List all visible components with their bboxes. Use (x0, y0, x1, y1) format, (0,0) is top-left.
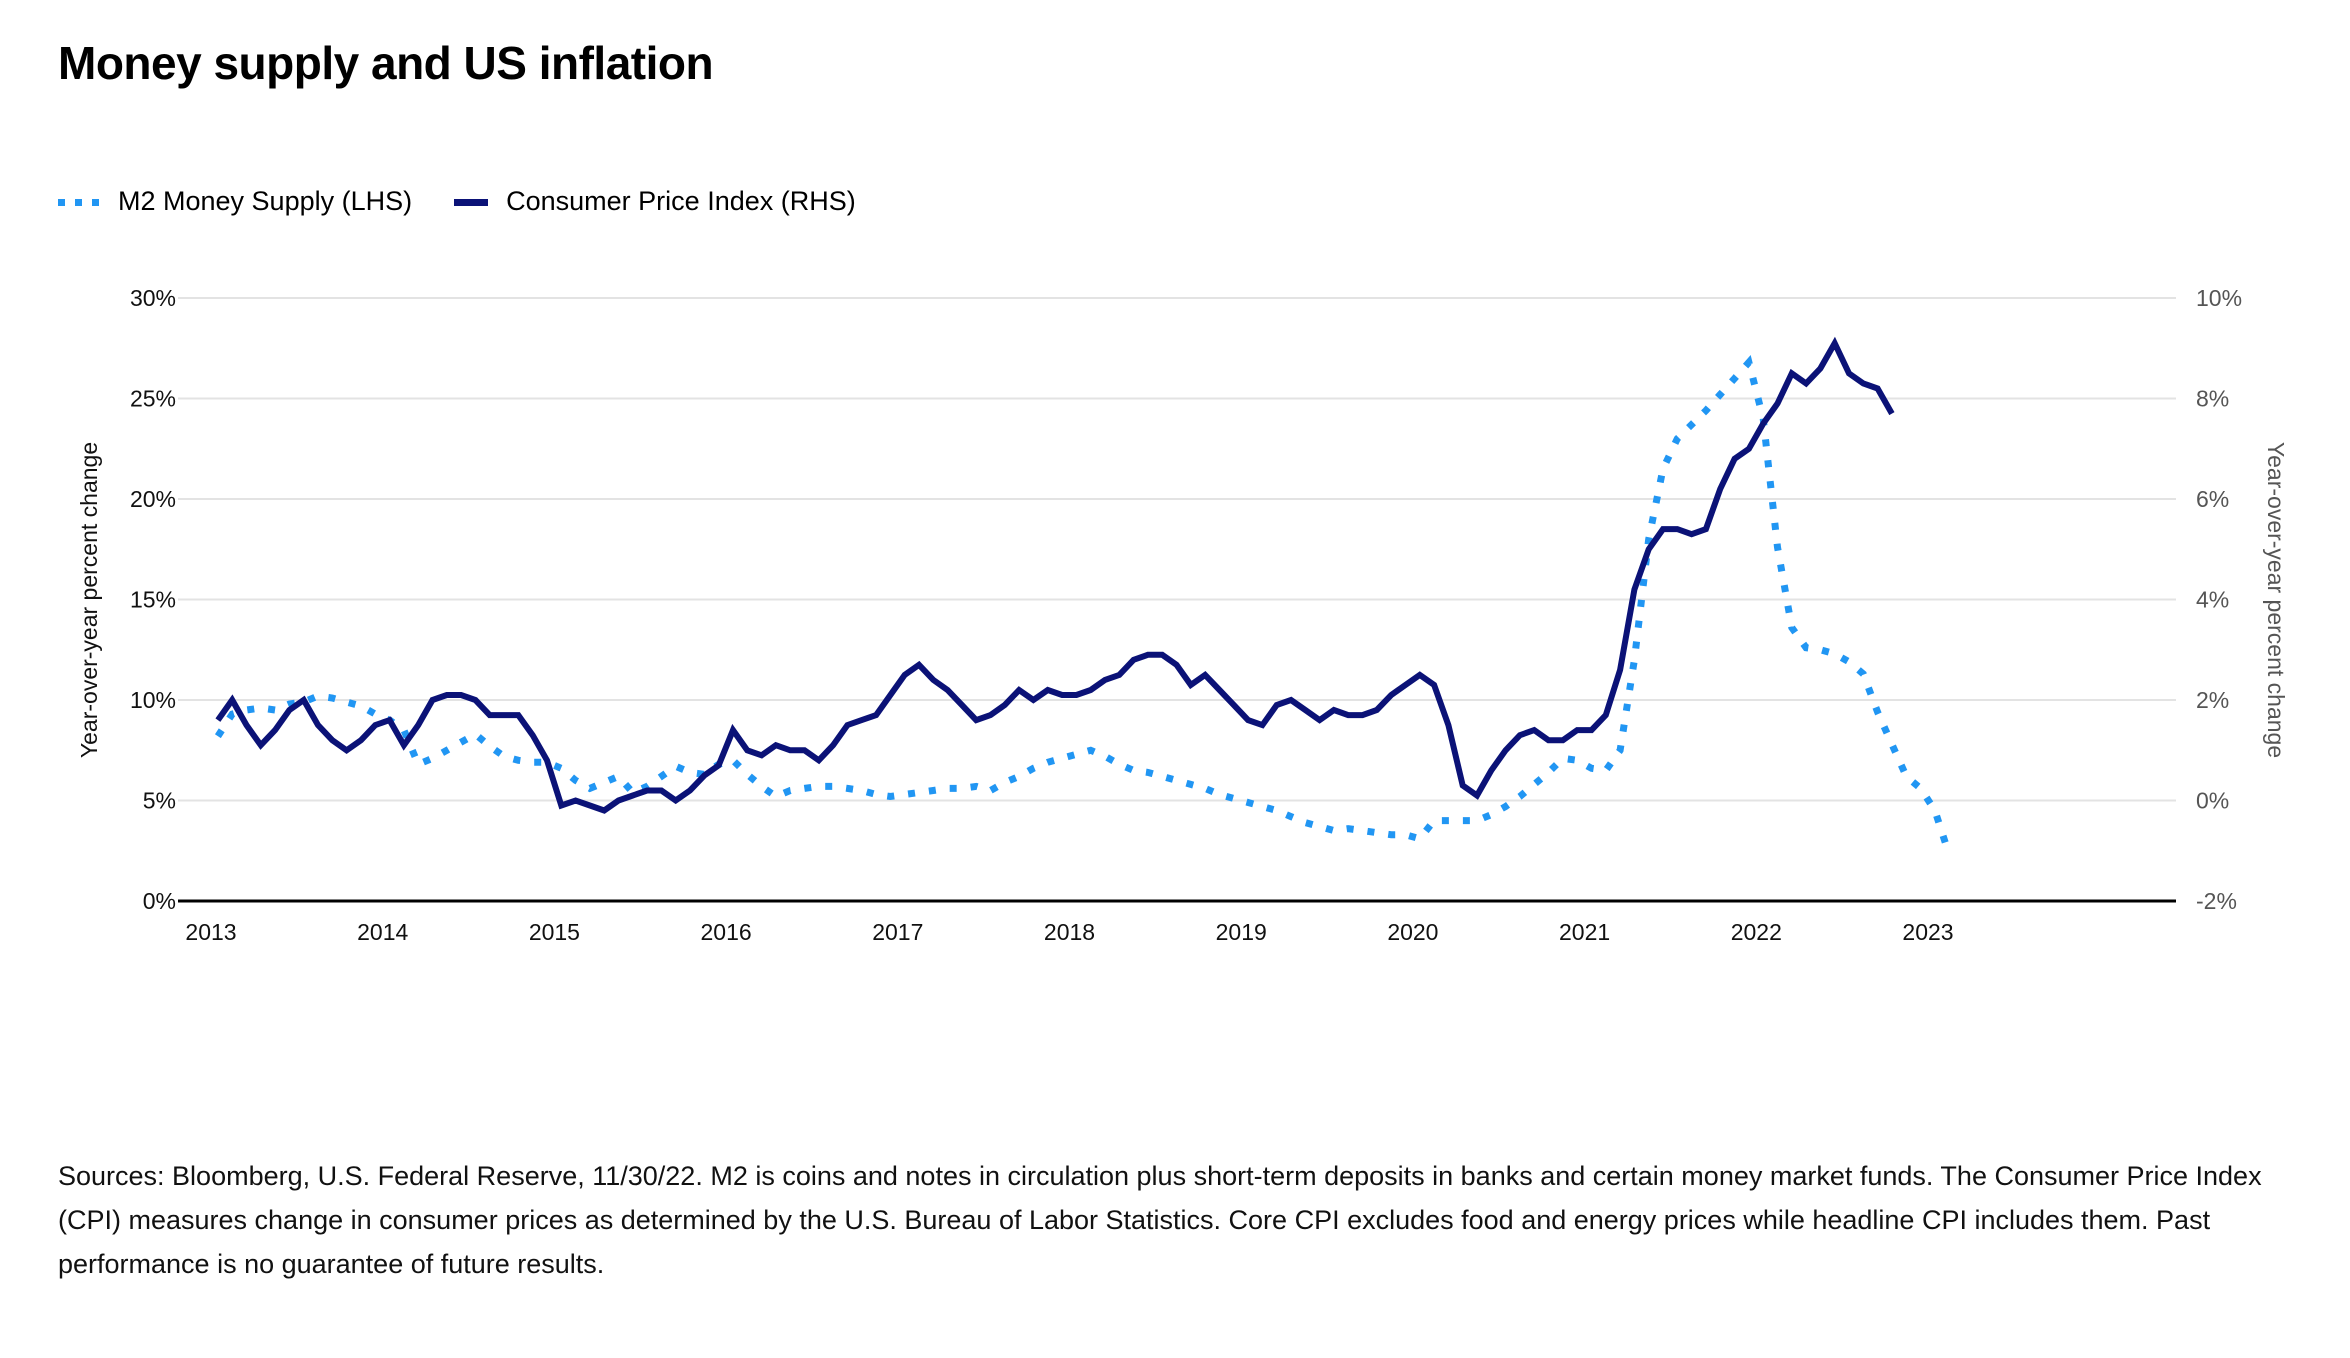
right-tick-label: 10% (2196, 285, 2242, 311)
solid-line-swatch-icon (454, 198, 489, 206)
left-tick-label: 30% (130, 285, 176, 311)
legend-item-m2: M2 Money Supply (LHS) (58, 186, 412, 217)
left-tick-label: 0% (143, 888, 176, 914)
x-tick-label: 2019 (1216, 919, 1267, 945)
left-tick-label: 25% (130, 386, 176, 412)
x-tick-label: 2017 (872, 919, 923, 945)
right-tick-label: 2% (2196, 687, 2229, 713)
left-tick-label: 5% (143, 788, 176, 814)
right-axis-label: Year-over-year percent change (2263, 442, 2289, 758)
gridlines (178, 297, 2176, 802)
x-tick-label: 2022 (1731, 919, 1782, 945)
m2-line (214, 355, 1953, 856)
left-axis-ticks: 0% 5% 10% 15% 20% 25% 30% (130, 285, 176, 914)
right-tick-label: -2% (2196, 888, 2237, 914)
footnote: Sources: Bloomberg, U.S. Federal Reserve… (58, 1161, 2262, 1279)
cpi-line (215, 336, 1895, 814)
x-tick-label: 2015 (529, 919, 580, 945)
right-tick-label: 0% (2196, 788, 2229, 814)
right-tick-label: 6% (2196, 486, 2229, 512)
legend-item-cpi: Consumer Price Index (RHS) (454, 186, 856, 217)
left-tick-label: 20% (130, 486, 176, 512)
x-tick-label: 2013 (185, 919, 236, 945)
right-axis-ticks: -2% 0% 2% 4% 6% 8% 10% (2196, 285, 2242, 914)
series-lines (214, 336, 1953, 856)
x-axis-ticks: 2013 2014 2015 2016 2017 2018 2019 2020 2021 2022… (185, 919, 1953, 945)
x-tick-label: 2016 (701, 919, 752, 945)
x-tick-label: 2020 (1387, 919, 1438, 945)
dotted-line-swatch-icon (58, 198, 99, 206)
x-tick-label: 2014 (357, 919, 408, 945)
right-tick-label: 8% (2196, 386, 2229, 412)
left-tick-label: 10% (130, 687, 176, 713)
x-tick-label: 2018 (1044, 919, 1095, 945)
x-tick-label: 2023 (1902, 919, 1953, 945)
legend: M2 Money Supply (LHS) Consumer Price Ind… (58, 186, 898, 217)
left-axis-label: Year-over-year percent change (76, 442, 102, 758)
left-tick-label: 15% (130, 587, 176, 613)
right-tick-label: 4% (2196, 587, 2229, 613)
legend-label-cpi: Consumer Price Index (RHS) (506, 186, 856, 216)
chart-area: 0% 5% 10% 15% 20% 25% 30% -2% 0% 2% 4% 6% 8% 10% 201… (76, 285, 2289, 945)
chart-title: Money supply and US inflation (58, 37, 714, 89)
x-tick-label: 2021 (1559, 919, 1610, 945)
legend-label-m2: M2 Money Supply (LHS) (118, 186, 413, 216)
